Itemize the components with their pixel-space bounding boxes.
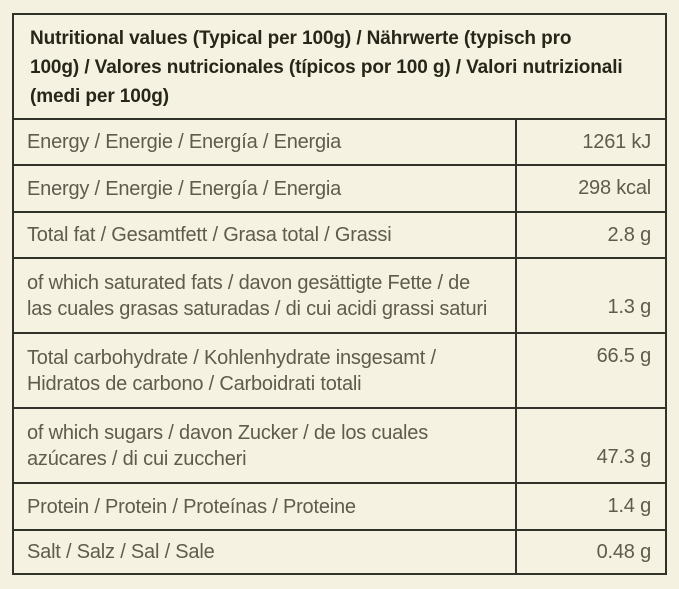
nutrient-value: 1.3 g	[515, 259, 665, 332]
nutrient-value: 66.5 g	[515, 334, 665, 407]
nutrient-label: Protein / Protein / Proteínas / Proteine	[27, 495, 356, 518]
table-row: Total carbohydrate / Kohlenhydrate insge…	[14, 332, 665, 407]
table-row: of which saturated fats / davon gesättig…	[14, 257, 665, 332]
nutrient-label: Salt / Salz / Sal / Sale	[27, 541, 215, 563]
nutrient-label: Energy / Energie / Energía / Energia	[27, 177, 342, 200]
nutrient-label: of which sugars / davon Zucker / de los …	[27, 421, 429, 470]
nutrient-label: of which saturated fats / davon gesättig…	[27, 271, 488, 320]
nutrition-table: Nutritional values (Typical per 100g) / …	[12, 13, 667, 575]
table-row: Protein / Protein / Proteínas / Proteine…	[14, 482, 665, 529]
nutrient-label: Total carbohydrate / Kohlenhydrate insge…	[27, 346, 436, 395]
nutrient-value: 47.3 g	[515, 409, 665, 482]
nutrient-label: Energy / Energie / Energía / Energia	[27, 131, 342, 153]
nutrient-label: Total fat / Gesamtfett / Grasa total / G…	[27, 224, 392, 246]
table-row: Salt / Salz / Sal / Sale 0.48 g	[14, 529, 665, 573]
nutrient-value: 2.8 g	[515, 213, 665, 257]
table-row: of which sugars / davon Zucker / de los …	[14, 407, 665, 482]
nutrient-value: 1.4 g	[515, 484, 665, 529]
table-row: Energy / Energie / Energía / Energia 126…	[14, 118, 665, 164]
table-row: Energy / Energie / Energía / Energia 298…	[14, 164, 665, 211]
table-title: Nutritional values (Typical per 100g) / …	[30, 28, 623, 107]
nutrient-value: 298 kcal	[515, 166, 665, 211]
nutrient-value: 1261 kJ	[515, 120, 665, 164]
nutrient-value: 0.48 g	[515, 531, 665, 573]
table-row: Total fat / Gesamtfett / Grasa total / G…	[14, 211, 665, 257]
